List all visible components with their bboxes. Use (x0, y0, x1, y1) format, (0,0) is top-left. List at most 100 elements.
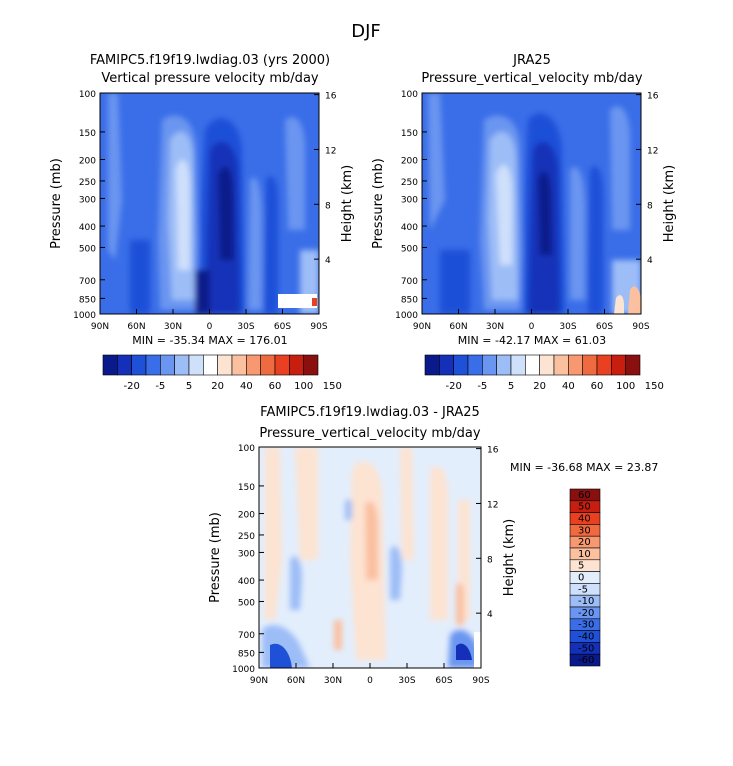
colorbar-label: -20 (445, 381, 461, 392)
colorbar-swatch (145, 354, 161, 376)
panel-model-field (100, 93, 319, 314)
x-tick-label: 90N (250, 676, 268, 686)
x-tick-label: 0 (207, 322, 213, 332)
colorbar-swatch (289, 354, 304, 376)
x-tick-label: 90S (310, 322, 327, 332)
colorbar-swatch (596, 354, 612, 376)
field-region-descent-60n (428, 93, 445, 230)
colorbar-label: 20 (533, 381, 546, 392)
field-region-descent-70s (610, 106, 630, 230)
panel-reanalysis-title: JRA25 (512, 53, 551, 68)
y2-tick-label: 4 (487, 610, 493, 620)
colorbar-swatch (260, 354, 276, 376)
colorbar-swatch (467, 354, 483, 376)
y-tick-label: 150 (401, 129, 418, 139)
y-tick-label: 400 (401, 223, 418, 233)
y-tick-label: 150 (79, 129, 96, 139)
y-tick-label: 1000 (395, 311, 418, 321)
panel-stats: MIN = -42.17 MAX = 61.03 (458, 334, 606, 347)
colorbar-label: -10 (578, 596, 594, 607)
y-tick-label: 700 (238, 631, 255, 641)
colorbar-swatch (303, 354, 319, 376)
x-tick-label: 60S (596, 322, 613, 332)
y2-tick-label: 12 (325, 146, 336, 156)
colorbar-label: 60 (269, 381, 282, 392)
y-axis-label: Pressure (mb) (49, 158, 64, 249)
x-tick-label: 60S (435, 676, 452, 686)
y-tick-label: 850 (79, 295, 96, 305)
field-region-descent-30n-core (176, 159, 190, 270)
y2-tick-label: 12 (647, 146, 658, 156)
x-tick-label: 60N (287, 676, 305, 686)
field-region-descent-30s (570, 166, 585, 300)
y2-tick-label: 16 (647, 92, 659, 102)
field-region-strong-descent (628, 286, 641, 314)
x-tick-label: 90N (413, 322, 431, 332)
y-tick-label: 150 (238, 483, 255, 493)
colorbar-label: 40 (578, 514, 591, 525)
x-tick-label: 30S (237, 322, 254, 332)
y-tick-label: 500 (79, 244, 96, 254)
colorbar-swatch (117, 354, 132, 376)
colorbar-swatch (510, 354, 526, 376)
panel-reanalysis-subtitle: Pressure_vertical_velocity mb/day (421, 71, 642, 86)
y-tick-label: 250 (238, 532, 255, 542)
field-region-positive-core-2 (456, 583, 464, 625)
panel-stats: MIN = -35.34 MAX = 176.01 (132, 334, 287, 347)
panel-difference-stats: MIN = -36.68 MAX = 23.87 (510, 461, 658, 474)
field-region-ascent-low-eq (195, 270, 210, 314)
x-tick-label: 60S (274, 322, 291, 332)
colorbar-label: 20 (211, 381, 224, 392)
x-tick-label: 0 (367, 676, 373, 686)
y-tick-label: 100 (79, 90, 96, 100)
y-tick-label: 250 (79, 178, 96, 188)
colorbar-swatch (160, 354, 175, 376)
colorbar-label: -40 (578, 632, 594, 643)
colorbar-swatch (246, 354, 261, 376)
y-tick-label: 250 (401, 178, 418, 188)
x-tick-label: 30S (559, 322, 576, 332)
y2-tick-label: 16 (487, 446, 499, 456)
y-tick-label: 100 (401, 90, 418, 100)
colorbar-label: -50 (578, 643, 594, 654)
colorbar-swatch (496, 354, 512, 376)
field-region-positive-band-4 (400, 447, 414, 560)
colorbar-swatch (569, 559, 601, 572)
panel-reanalysis: JRA25 Pressure_vertical_velocity mb/day (421, 53, 643, 315)
field-region-negative-3 (345, 500, 352, 520)
y-tick-label: 400 (238, 577, 255, 587)
y2-tick-label: 8 (325, 201, 331, 211)
x-tick-label: 30N (164, 322, 182, 332)
y-tick-label: 700 (401, 277, 418, 287)
y2-axis-label: Height (km) (340, 165, 355, 242)
field-region-negative-1 (290, 556, 302, 610)
field-region-positive-band-5 (430, 466, 448, 620)
y-tick-label: 850 (401, 295, 418, 305)
y2-tick-label: 12 (487, 500, 498, 510)
colorbar-swatch (568, 354, 583, 376)
colorbar-swatch (569, 571, 601, 584)
field-region-positive-band-2 (295, 447, 318, 560)
field-region-descent-70s (285, 117, 305, 230)
page-title: DJF (351, 21, 381, 42)
y2-tick-label: 4 (647, 256, 653, 266)
field-region-ascent-low-nh (130, 240, 150, 314)
field-region-strong-descent (312, 298, 317, 306)
colorbar-label: 100 (616, 381, 635, 392)
colorbar-label: 5 (508, 381, 514, 392)
colorbar-swatch (625, 354, 641, 376)
y2-axis-label: Height (km) (662, 165, 677, 242)
field-region-weak-descent (614, 295, 624, 314)
colorbar-swatch (482, 354, 497, 376)
x-tick-label: 90N (91, 322, 109, 332)
y-tick-label: 850 (238, 649, 255, 659)
field-region-ascent-eq-core (538, 171, 552, 255)
field-region-descent-30s (248, 177, 262, 310)
field-region-positive-band-1 (265, 447, 282, 620)
field-region-negative-2 (390, 546, 402, 600)
field-region-descent-30n-core (496, 164, 512, 265)
panel-difference: FAMIPC5.f19f19.lwdiag.03 - JRA25 Pressur… (258, 405, 658, 669)
y2-tick-label: 16 (325, 92, 337, 102)
colorbar-label: 150 (645, 381, 664, 392)
x-tick-label: 60N (127, 322, 145, 332)
